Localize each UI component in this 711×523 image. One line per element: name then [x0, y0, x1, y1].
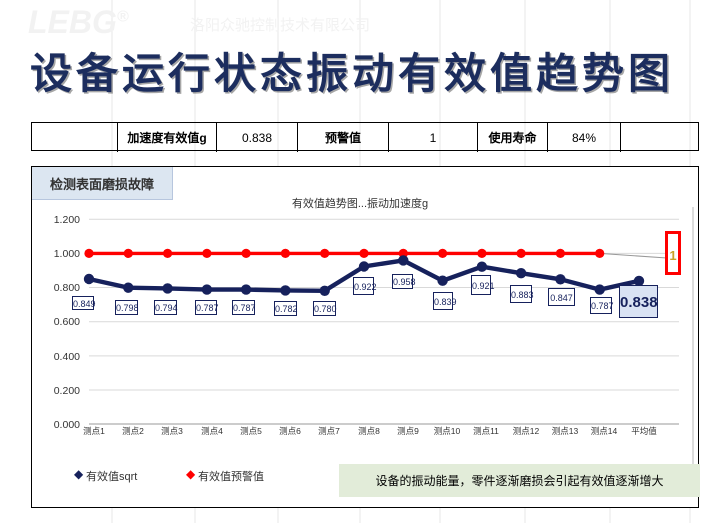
svg-text:0.200: 0.200: [54, 385, 80, 397]
svg-text:0.800: 0.800: [54, 282, 80, 294]
svg-text:1.000: 1.000: [54, 248, 80, 260]
svg-text:0.600: 0.600: [54, 316, 80, 328]
svg-text:1.200: 1.200: [54, 214, 80, 226]
svg-text:0.400: 0.400: [54, 351, 80, 363]
